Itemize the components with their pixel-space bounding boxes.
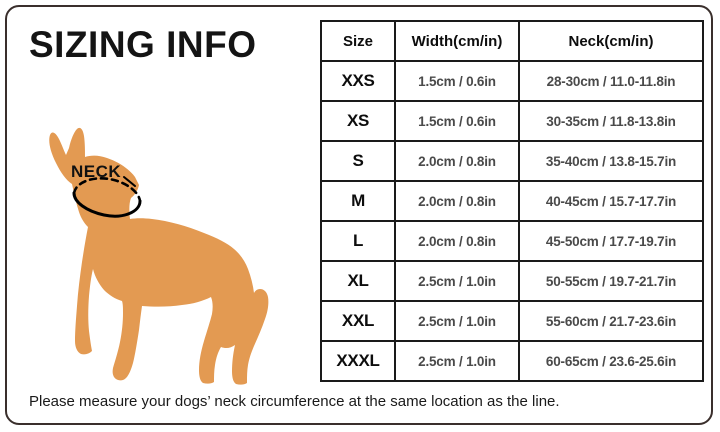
dog-body-shape xyxy=(49,127,269,385)
cell-width: 2.0cm / 0.8in xyxy=(396,142,518,180)
table-row: XXL 2.5cm / 1.0in 55-60cm / 21.7-23.6in xyxy=(322,302,702,340)
cell-neck: 45-50cm / 17.7-19.7in xyxy=(520,222,702,260)
table-row: XS 1.5cm / 0.6in 30-35cm / 11.8-13.8in xyxy=(322,102,702,140)
table-row: XXXL 2.5cm / 1.0in 60-65cm / 23.6-25.6in xyxy=(322,342,702,380)
table-row: S 2.0cm / 0.8in 35-40cm / 13.8-15.7in xyxy=(322,142,702,180)
cell-size: XXXL xyxy=(322,342,394,380)
cell-width: 1.5cm / 0.6in xyxy=(396,62,518,100)
cell-width: 2.0cm / 0.8in xyxy=(396,182,518,220)
cell-width: 2.5cm / 1.0in xyxy=(396,262,518,300)
page-title: SIZING INFO xyxy=(29,24,257,65)
size-chart-table: Size Width(cm/in) Neck(cm/in) XXS 1.5cm … xyxy=(320,20,704,382)
cell-neck: 60-65cm / 23.6-25.6in xyxy=(520,342,702,380)
table-row: L 2.0cm / 0.8in 45-50cm / 17.7-19.7in xyxy=(322,222,702,260)
table-row: XL 2.5cm / 1.0in 50-55cm / 19.7-21.7in xyxy=(322,262,702,300)
cell-size: XXL xyxy=(322,302,394,340)
cell-width: 2.0cm / 0.8in xyxy=(396,222,518,260)
neck-ellipse-dashed-arc xyxy=(72,177,142,203)
cell-size: XS xyxy=(322,102,394,140)
neck-leader-line xyxy=(123,176,136,187)
cell-neck: 50-55cm / 19.7-21.7in xyxy=(520,262,702,300)
illustration-panel: SIZING INFO NECK xyxy=(7,7,317,387)
cell-size: M xyxy=(322,182,394,220)
cell-size: L xyxy=(322,222,394,260)
table-row: XXS 1.5cm / 0.6in 28-30cm / 11.0-11.8in xyxy=(322,62,702,100)
table-row: M 2.0cm / 0.8in 40-45cm / 15.7-17.7in xyxy=(322,182,702,220)
column-header-neck: Neck(cm/in) xyxy=(520,22,702,60)
dog-illustration: NECK xyxy=(19,85,309,385)
cell-width: 1.5cm / 0.6in xyxy=(396,102,518,140)
cell-width: 2.5cm / 1.0in xyxy=(396,302,518,340)
neck-ellipse-solid-arc xyxy=(72,191,142,218)
cell-neck: 30-35cm / 11.8-13.8in xyxy=(520,102,702,140)
measurement-instruction: Please measure your dogs’ neck circumfer… xyxy=(29,393,560,410)
neck-label: NECK xyxy=(71,162,121,181)
cell-neck: 28-30cm / 11.0-11.8in xyxy=(520,62,702,100)
cell-size: S xyxy=(322,142,394,180)
cell-width: 2.5cm / 1.0in xyxy=(396,342,518,380)
column-header-size: Size xyxy=(322,22,394,60)
sizing-info-card: SIZING INFO NECK Size xyxy=(5,5,713,425)
column-header-width: Width(cm/in) xyxy=(396,22,518,60)
cell-neck: 35-40cm / 13.8-15.7in xyxy=(520,142,702,180)
table-header-row: Size Width(cm/in) Neck(cm/in) xyxy=(322,22,702,60)
cell-neck: 55-60cm / 21.7-23.6in xyxy=(520,302,702,340)
cell-size: XXS xyxy=(322,62,394,100)
cell-neck: 40-45cm / 15.7-17.7in xyxy=(520,182,702,220)
cell-size: XL xyxy=(322,262,394,300)
